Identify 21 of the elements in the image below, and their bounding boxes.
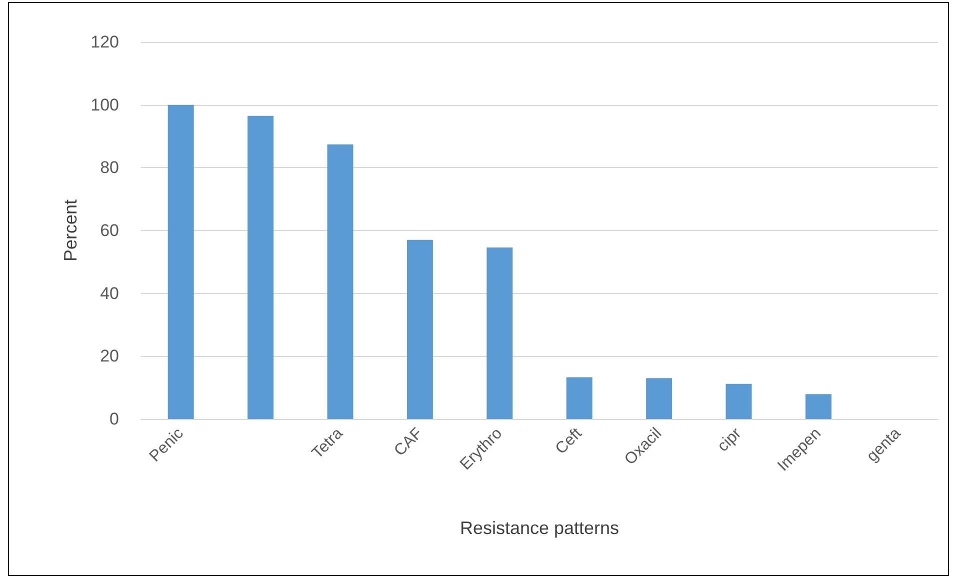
y-tick-label: 120 (90, 32, 119, 52)
y-tick-label: 20 (100, 346, 119, 366)
bar (805, 394, 832, 419)
x-tick-label: Tetra (309, 424, 346, 462)
bar (566, 377, 592, 419)
bar (168, 104, 194, 419)
y-tick-label: 0 (110, 410, 119, 428)
x-tick-label: cipr (714, 424, 746, 456)
y-axis-title: Percent (60, 199, 81, 262)
y-tick-label: 80 (100, 158, 119, 178)
bar (248, 116, 274, 419)
bar (486, 247, 513, 419)
bar (726, 384, 752, 419)
bar (406, 240, 433, 419)
bar (327, 144, 354, 419)
y-tick-label: 60 (100, 221, 119, 240)
bar (646, 378, 672, 419)
x-axis-title: Resistance patterns (460, 518, 620, 538)
y-tick-label: 100 (90, 95, 119, 114)
x-tick-label: Ceft (552, 424, 586, 458)
y-tick-label: 40 (100, 284, 119, 303)
